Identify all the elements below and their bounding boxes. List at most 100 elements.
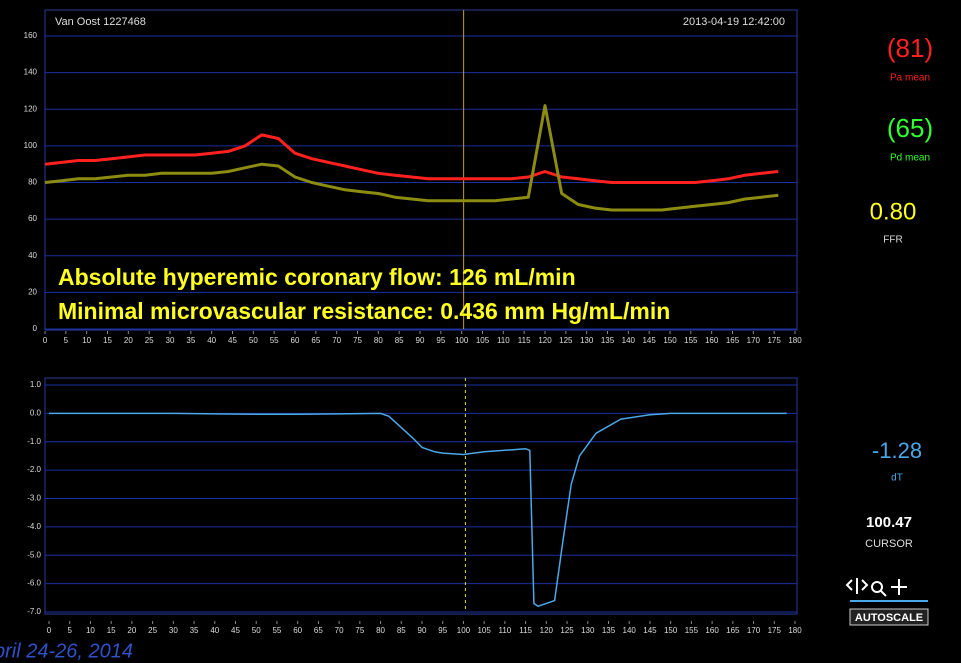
- annotation: Absolute hyperemic coronary flow: 126 mL…: [58, 264, 576, 290]
- x-tick-label: 90: [418, 626, 427, 635]
- x-tick-label: 110: [497, 336, 510, 345]
- pa-value: (81): [887, 33, 933, 63]
- x-tick-label: 10: [86, 626, 95, 635]
- y-tick-label: -7.0: [27, 607, 41, 616]
- annotation: Minimal microvascular resistance: 0.436 …: [58, 298, 670, 324]
- x-tick-label: 85: [395, 336, 404, 345]
- x-tick-label: 145: [642, 336, 656, 345]
- autoscale-label[interactable]: AUTOSCALE: [855, 612, 923, 624]
- x-tick-label: 165: [726, 336, 740, 345]
- top-plot-frame: [44, 9, 798, 331]
- y-tick-label: 140: [24, 68, 38, 77]
- x-tick-label: 15: [103, 336, 112, 345]
- x-tick-label: 0: [47, 626, 52, 635]
- x-tick-label: 125: [560, 626, 574, 635]
- x-tick-label: 90: [416, 336, 425, 345]
- x-tick-label: 130: [580, 336, 594, 345]
- x-tick-label: 180: [788, 626, 802, 635]
- x-tick-label: 150: [663, 336, 677, 345]
- x-tick-label: 155: [685, 626, 699, 635]
- y-tick-label: -3.0: [27, 494, 41, 503]
- x-tick-label: 60: [293, 626, 302, 635]
- cursor-label: CURSOR: [865, 538, 913, 550]
- x-tick-label: 80: [374, 336, 383, 345]
- x-tick-label: 170: [747, 626, 761, 635]
- pa-label: Pa mean: [890, 73, 930, 84]
- x-tick-label: 120: [540, 626, 554, 635]
- y-tick-label: -4.0: [27, 522, 41, 531]
- x-tick-label: 65: [311, 336, 320, 345]
- x-tick-label: 130: [581, 626, 595, 635]
- datetime: 2013-04-19 12:42:00: [683, 16, 785, 28]
- cursor-value: 100.47: [866, 514, 912, 531]
- x-tick-label: 105: [477, 626, 491, 635]
- x-tick-label: 125: [559, 336, 573, 345]
- tool-icons[interactable]: [845, 578, 907, 597]
- y-tick-label: 40: [28, 251, 37, 260]
- x-tick-label: 5: [64, 336, 69, 345]
- x-tick-label: 70: [335, 626, 344, 635]
- x-tick-label: 170: [747, 336, 761, 345]
- x-tick-label: 20: [127, 626, 136, 635]
- bottom-plot-frame: [44, 377, 798, 615]
- y-tick-label: 0.0: [30, 408, 42, 417]
- y-tick-label: 100: [24, 141, 38, 150]
- x-tick-label: 100: [457, 626, 471, 635]
- x-tick-label: 20: [124, 336, 133, 345]
- dt-value: -1.28: [872, 438, 922, 463]
- ffr-value: 0.80: [870, 198, 917, 225]
- y-tick-label: 120: [24, 104, 38, 113]
- y-tick-label: -6.0: [27, 579, 41, 588]
- dt-label: dT: [891, 473, 903, 484]
- x-tick-label: 120: [538, 336, 552, 345]
- zoom-handle: [880, 590, 887, 597]
- scroll-icon[interactable]: [845, 578, 869, 594]
- x-tick-label: 160: [705, 626, 719, 635]
- y-tick-label: 1.0: [30, 380, 42, 389]
- x-tick-label: 60: [291, 336, 300, 345]
- x-tick-label: 75: [355, 626, 364, 635]
- y-tick-label: 160: [24, 31, 38, 40]
- x-tick-label: 110: [499, 626, 512, 635]
- x-tick-label: 70: [332, 336, 341, 345]
- y-tick-label: 20: [28, 287, 37, 296]
- x-tick-label: 30: [166, 336, 175, 345]
- x-tick-label: 0: [43, 336, 48, 345]
- x-tick-label: 50: [252, 626, 261, 635]
- x-tick-label: 80: [376, 626, 385, 635]
- x-tick-label: 5: [67, 626, 72, 635]
- x-tick-label: 15: [107, 626, 116, 635]
- x-tick-label: 180: [788, 336, 802, 345]
- x-tick-label: 30: [169, 626, 178, 635]
- y-tick-label: 60: [28, 214, 37, 223]
- x-tick-label: 45: [228, 336, 237, 345]
- x-tick-label: 115: [519, 626, 532, 635]
- slide-footer: pril 24-26, 2014: [0, 640, 133, 662]
- x-tick-label: 115: [518, 336, 531, 345]
- pd-label: Pd mean: [890, 153, 930, 164]
- x-tick-label: 160: [705, 336, 719, 345]
- x-tick-label: 95: [436, 336, 445, 345]
- zoom-icon[interactable]: [871, 581, 883, 593]
- x-tick-label: 40: [210, 626, 219, 635]
- pan-icon[interactable]: [891, 579, 907, 595]
- y-tick-label: 80: [28, 178, 37, 187]
- x-tick-label: 165: [726, 626, 740, 635]
- autoscale-button[interactable]: [849, 608, 929, 626]
- x-tick-label: 35: [190, 626, 199, 635]
- pd-value: (65): [887, 113, 933, 143]
- x-tick-label: 175: [767, 336, 781, 345]
- x-tick-label: 55: [270, 336, 279, 345]
- x-tick-label: 65: [314, 626, 323, 635]
- ffr-label: FFR: [883, 235, 902, 246]
- x-tick-label: 140: [623, 626, 637, 635]
- x-tick-label: 55: [272, 626, 281, 635]
- x-tick-label: 150: [664, 626, 678, 635]
- y-tick-label: -5.0: [27, 550, 41, 559]
- x-tick-label: 35: [186, 336, 195, 345]
- x-tick-label: 145: [643, 626, 657, 635]
- tool-underline: [850, 600, 928, 602]
- x-tick-label: 85: [397, 626, 406, 635]
